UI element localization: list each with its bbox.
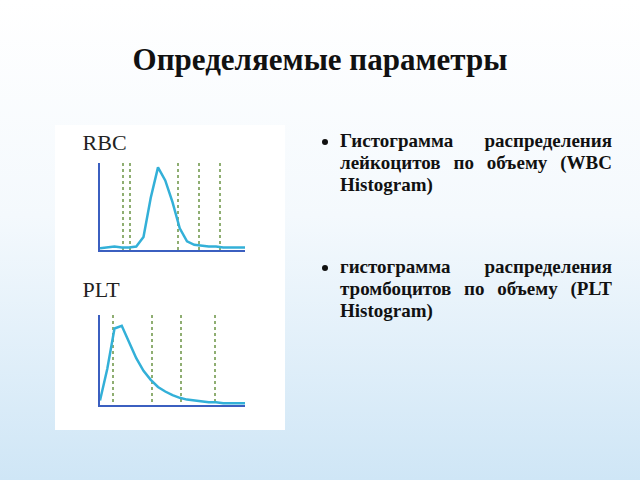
svg-text:PLT: PLT [83,277,121,302]
html-text:Гистограмма распределения лейк: Гистограмма распределения лейкоцитов по … [340,130,612,195]
svg-text:RBC: RBC [83,130,127,155]
html-text:гистограмма распределения тром: гистограмма распределения тромбоцитов по… [340,256,612,321]
html-text:Определяемые параметры: Определяемые параметры [132,42,508,77]
